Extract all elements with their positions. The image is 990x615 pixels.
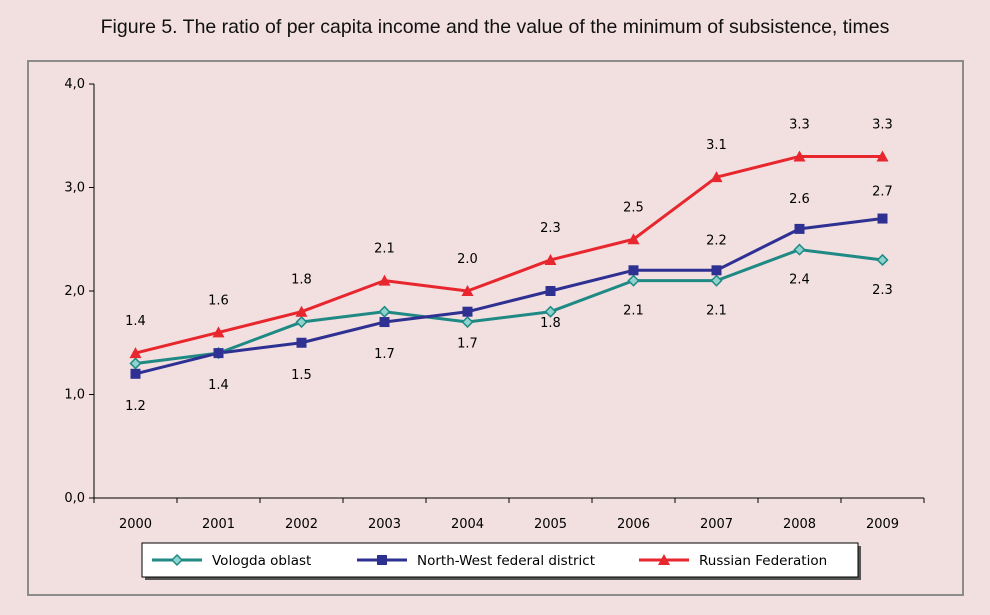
data-point-marker xyxy=(129,347,142,359)
data-point-marker xyxy=(212,326,225,338)
data-point-marker xyxy=(129,357,142,370)
data-point-marker xyxy=(794,223,805,234)
legend xyxy=(141,542,859,578)
data-label: 2.2 xyxy=(706,233,727,248)
data-point-marker xyxy=(462,306,473,317)
data-point-marker xyxy=(877,213,888,224)
data-label: 2.1 xyxy=(374,242,395,257)
data-label: 1.8 xyxy=(291,273,312,288)
data-label: 2.0 xyxy=(457,252,478,267)
data-point-marker xyxy=(793,150,806,162)
data-label: 1.6 xyxy=(208,293,229,308)
data-label: 2.3 xyxy=(872,283,893,298)
data-label: 2.4 xyxy=(789,273,810,288)
data-point-marker xyxy=(461,315,474,329)
data-label: 3.1 xyxy=(706,138,727,153)
data-label: 1.2 xyxy=(125,399,146,414)
data-point-marker xyxy=(461,285,474,296)
y-tick-label: 2,0 xyxy=(64,284,85,299)
chart-frame: 0,0 1,0 2,0 3,0 4,0 2000 2001 2002 2003 2004 2005 2… xyxy=(27,60,964,596)
legend-label: Vologda oblast xyxy=(212,553,311,569)
data-point-marker xyxy=(379,317,390,328)
data-label: 1.5 xyxy=(291,368,312,383)
data-point-marker xyxy=(213,348,224,359)
data-point-marker xyxy=(876,150,889,162)
data-label: 2.1 xyxy=(706,304,727,319)
data-point-marker xyxy=(295,315,308,329)
y-tick-label: 1,0 xyxy=(64,388,85,403)
data-point-marker xyxy=(876,253,889,267)
y-tick-label: 4,0 xyxy=(64,77,85,92)
data-label: 2.3 xyxy=(540,221,561,236)
x-tick-label: 2009 xyxy=(866,517,899,532)
x-tick-label: 2004 xyxy=(451,517,484,532)
series-line-vologda-oblast xyxy=(135,248,883,365)
data-label: 1.7 xyxy=(457,337,478,352)
data-label: 2.5 xyxy=(623,200,644,215)
y-tick-label: 3,0 xyxy=(64,181,85,196)
series-line-north-west-federal-district xyxy=(135,217,883,376)
legend-label: North-West federal district xyxy=(417,553,595,569)
data-point-marker xyxy=(544,305,557,318)
data-point-marker xyxy=(628,265,639,276)
data-point-marker xyxy=(296,337,307,348)
data-point-marker xyxy=(710,274,723,287)
x-tick-label: 2002 xyxy=(285,517,318,532)
data-point-marker xyxy=(793,243,806,256)
x-tick-label: 2001 xyxy=(202,517,235,532)
figure-title: Figure 5. The ratio of per capita income… xyxy=(100,16,890,38)
series-line-russian-federation xyxy=(135,154,883,355)
data-point-marker xyxy=(295,305,308,317)
x-tick-label: 2000 xyxy=(119,517,152,532)
data-label: 1.4 xyxy=(208,378,229,393)
x-tick-label: 2006 xyxy=(617,517,650,532)
data-point-marker xyxy=(378,274,391,286)
data-label: 3.3 xyxy=(789,117,810,132)
data-point-marker xyxy=(378,305,391,318)
data-label: 1.8 xyxy=(540,316,561,331)
data-label: 1.7 xyxy=(374,347,395,362)
data-label: 3.3 xyxy=(872,117,893,132)
data-point-marker xyxy=(130,368,141,379)
legend-label: Russian Federation xyxy=(699,553,827,569)
data-label: 1.4 xyxy=(125,314,146,329)
x-tick-label: 2008 xyxy=(783,517,816,532)
line-chart: 0,0 1,0 2,0 3,0 4,0 2000 2001 2002 2003 2004 2005 2… xyxy=(64,77,925,580)
y-tick-label: 0,0 xyxy=(64,491,85,506)
data-point-marker xyxy=(627,274,640,287)
x-tick-label: 2005 xyxy=(534,517,567,532)
data-point-marker xyxy=(658,554,670,565)
data-point-marker xyxy=(545,286,556,296)
data-point-marker xyxy=(377,555,387,565)
data-point-marker xyxy=(710,171,723,183)
data-point-marker xyxy=(627,233,640,245)
data-label: 2.1 xyxy=(623,304,644,319)
data-point-marker xyxy=(544,253,557,265)
x-tick-label: 2003 xyxy=(368,517,401,532)
data-label: 2.7 xyxy=(872,185,893,200)
x-tick-label: 2007 xyxy=(700,517,733,532)
data-point-marker xyxy=(711,265,722,276)
data-label: 2.6 xyxy=(789,192,810,207)
data-point-marker xyxy=(170,553,184,567)
